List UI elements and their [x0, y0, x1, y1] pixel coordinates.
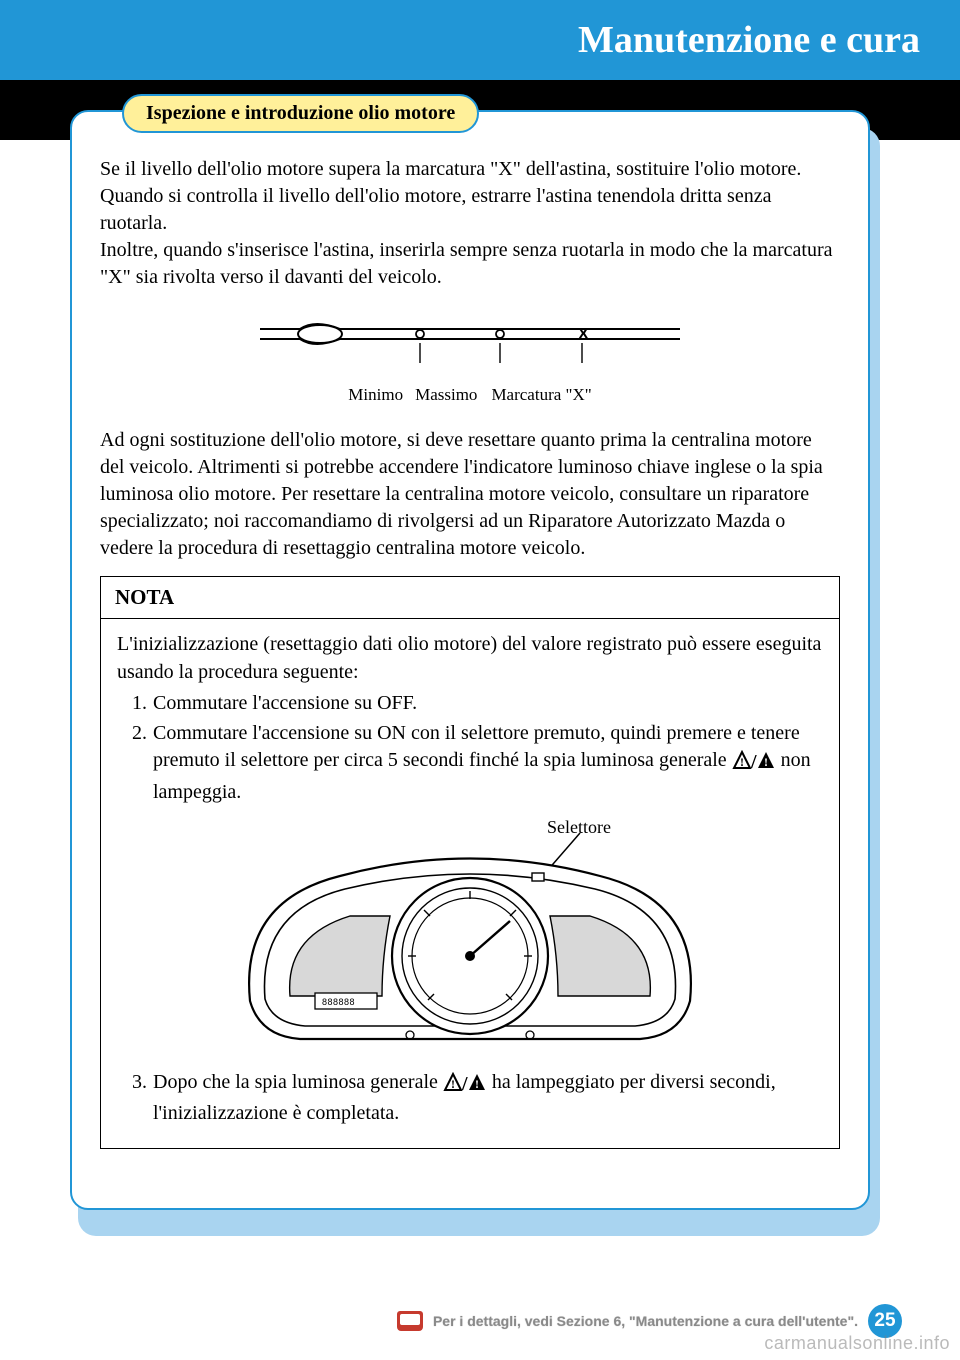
svg-text:!: ! [740, 755, 744, 769]
selettore-label: Selettore [547, 815, 611, 840]
paragraph-1: Se il livello dell'olio motore supera la… [100, 156, 840, 291]
note-box: NOTA L'inizializzazione (resettaggio dat… [100, 576, 840, 1149]
cluster-svg: 888888 [210, 821, 730, 1061]
footer-text: Per i dettagli, vedi Sezione 6, "Manuten… [433, 1313, 858, 1329]
svg-text:X: X [578, 326, 589, 343]
dipstick-labels: Minimo Massimo Marcatura "X" [100, 385, 840, 405]
section-pill: Ispezione e introduzione olio motore [122, 94, 479, 133]
content-card: Ispezione e introduzione olio motore Se … [70, 110, 870, 1210]
p1-text: Se il livello dell'olio motore supera la… [100, 158, 801, 234]
note-body: L'inizializzazione (resettaggio dati oli… [101, 619, 839, 1148]
note-text-1: Commutare l'accensione su OFF. [153, 690, 823, 718]
note-num-3: 3. [117, 1069, 153, 1128]
note-item-1: 1. Commutare l'accensione su OFF. [117, 690, 823, 718]
watermark: carmanualsonline.info [764, 1333, 950, 1354]
instrument-cluster-figure: Selettore [117, 821, 823, 1061]
dipstick-svg: X [260, 309, 680, 379]
note-num-1: 1. [117, 690, 153, 718]
svg-text:888888: 888888 [322, 997, 355, 1007]
dip-xmark: Marcatura "X" [491, 385, 591, 405]
svg-text:/: / [750, 751, 757, 770]
svg-text:!: ! [764, 755, 768, 769]
book-icon [397, 1311, 423, 1331]
note-text-2: Commutare l'accensione su ON con il sele… [153, 720, 823, 807]
warning-icon: ! / ! [732, 750, 776, 779]
warning-icon: ! / ! [443, 1072, 487, 1101]
page-body: Ispezione e introduzione olio motore Se … [0, 110, 960, 1210]
header-bar: Manutenzione e cura [0, 0, 960, 80]
dipstick-figure: X [100, 309, 840, 379]
note-text-3: Dopo che la spia luminosa generale ! / !… [153, 1069, 823, 1128]
svg-text:!: ! [451, 1077, 455, 1091]
note-heading: NOTA [101, 577, 839, 619]
page-title: Manutenzione e cura [578, 18, 920, 62]
dip-min: Minimo [348, 385, 403, 405]
dip-max: Massimo [415, 385, 477, 405]
svg-text:/: / [461, 1073, 468, 1092]
note-item-2: 2. Commutare l'accensione su ON con il s… [117, 720, 823, 807]
note-item-3: 3. Dopo che la spia luminosa generale ! … [117, 1069, 823, 1128]
svg-text:!: ! [475, 1077, 479, 1091]
note-3a: Dopo che la spia luminosa generale [153, 1071, 443, 1093]
note-2a: Commutare l'accensione su ON con il sele… [153, 722, 800, 772]
p1b-text: Inoltre, quando s'inserisce l'astina, in… [100, 239, 832, 288]
note-num-2: 2. [117, 720, 153, 807]
paragraph-2: Ad ogni sostituzione dell'olio motore, s… [100, 427, 840, 562]
note-intro: L'inizializzazione (resettaggio dati oli… [117, 631, 823, 686]
